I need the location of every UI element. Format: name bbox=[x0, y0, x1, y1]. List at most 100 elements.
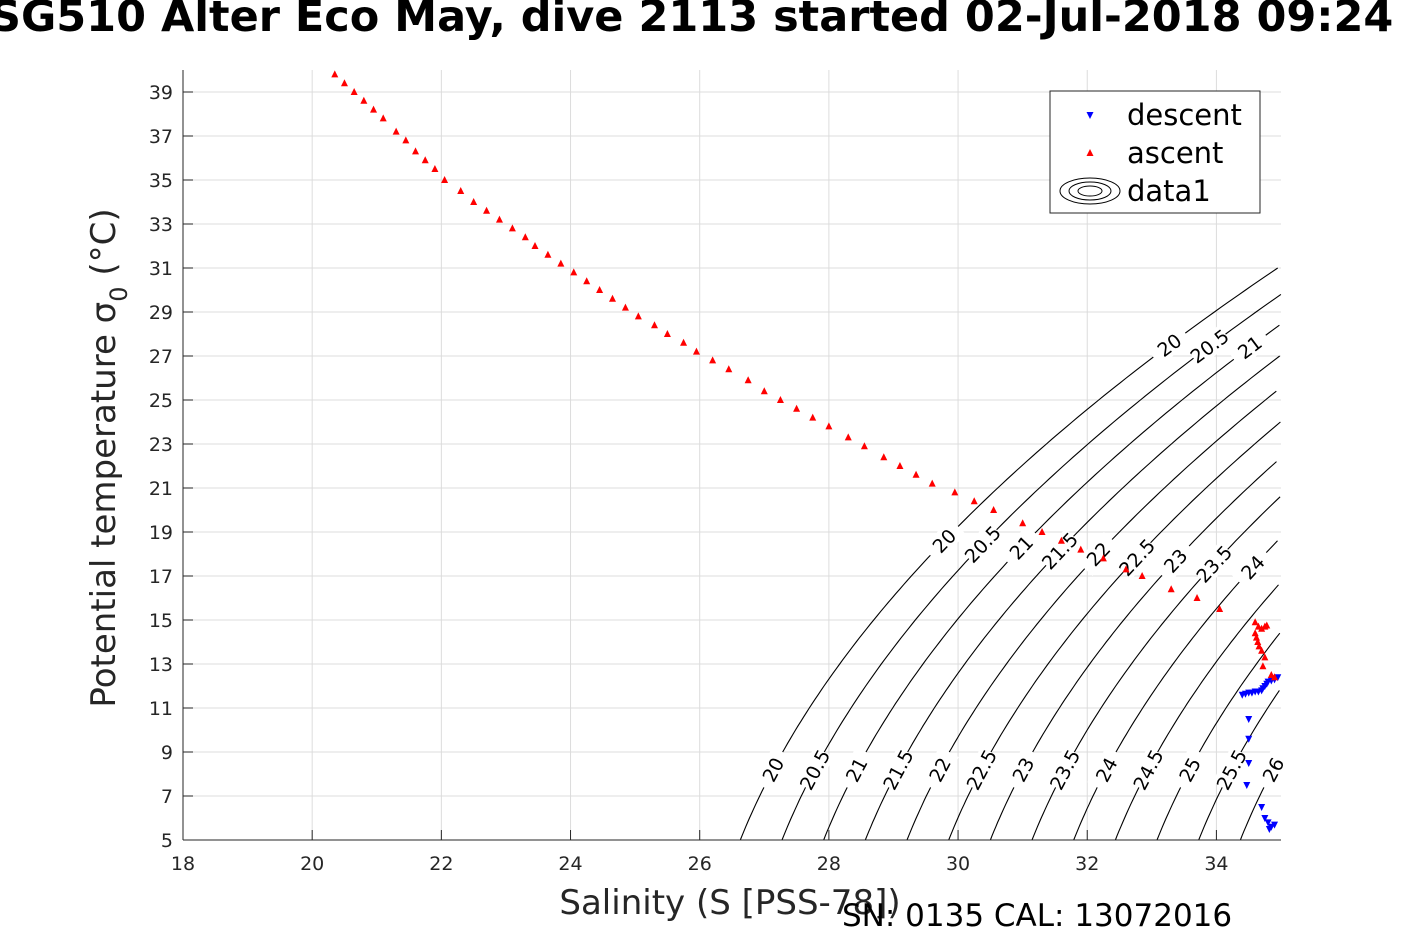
y-axis-label-unit: (°C) bbox=[84, 208, 124, 286]
ascent-point bbox=[340, 79, 348, 87]
y-tick-label: 9 bbox=[161, 742, 173, 764]
x-tick-label: 22 bbox=[429, 853, 453, 875]
contour-label-background bbox=[837, 746, 876, 793]
ascent-point bbox=[760, 387, 768, 395]
y-tick-label: 7 bbox=[161, 786, 173, 808]
ascent-point bbox=[1251, 618, 1259, 626]
contour-label-background bbox=[878, 746, 918, 793]
ascent-point bbox=[1122, 565, 1130, 573]
data-points bbox=[331, 70, 1282, 833]
contour-line bbox=[1114, 584, 1279, 841]
ascent-point bbox=[1167, 585, 1175, 593]
ascent-point bbox=[583, 277, 591, 285]
data1-legend-marker bbox=[1068, 181, 1112, 201]
x-tick-label: 28 bbox=[817, 853, 841, 875]
y-axis-label-main: Potential temperature σ bbox=[84, 302, 124, 708]
contour-label-background bbox=[920, 746, 959, 793]
x-tick-label: 20 bbox=[300, 853, 324, 875]
contour-label-background bbox=[1146, 324, 1192, 366]
ascent-point bbox=[570, 268, 578, 276]
ascent-point bbox=[1258, 646, 1266, 654]
descent-point bbox=[1265, 826, 1273, 833]
ascent-point bbox=[1138, 572, 1146, 579]
y-tick-label: 39 bbox=[149, 82, 173, 104]
contour-label-background bbox=[1076, 531, 1120, 577]
y-tick-label: 19 bbox=[149, 522, 173, 544]
ascent-point bbox=[990, 506, 998, 513]
data1-legend-label: data1 bbox=[1127, 174, 1211, 208]
ascent-point bbox=[1193, 594, 1201, 601]
descent-point bbox=[1243, 782, 1251, 789]
serial-calibration-note: SN: 0135 CAL: 13072016 bbox=[842, 898, 1233, 934]
ascent-point bbox=[692, 347, 700, 355]
contour-label: 20.5 bbox=[1187, 325, 1234, 368]
ascent-point bbox=[1254, 638, 1262, 645]
ascent-point bbox=[350, 88, 358, 95]
ascent-point bbox=[896, 462, 904, 469]
ascent-point bbox=[1252, 633, 1260, 641]
ascent-point bbox=[1216, 605, 1224, 612]
ascent-point bbox=[470, 198, 478, 205]
y-tick-label: 37 bbox=[149, 126, 173, 148]
contour-line bbox=[781, 293, 1282, 841]
descent-point bbox=[1245, 760, 1253, 767]
y-tick-label: 35 bbox=[149, 170, 173, 192]
contour-label-background bbox=[1128, 746, 1168, 793]
ascent-point bbox=[392, 127, 400, 135]
ascent-point bbox=[331, 70, 339, 78]
y-axis-label-subscript: 0 bbox=[105, 286, 133, 301]
legend-box bbox=[1049, 90, 1261, 214]
descent-point bbox=[1261, 815, 1269, 822]
ascent-point bbox=[793, 404, 801, 412]
descent-point bbox=[1258, 804, 1266, 811]
ascent-point bbox=[370, 105, 378, 113]
ascent-point bbox=[431, 165, 439, 172]
ascent-point bbox=[1258, 624, 1266, 632]
x-tick-label: 30 bbox=[946, 853, 970, 875]
contour-label-background bbox=[922, 518, 966, 563]
ascent-point bbox=[521, 233, 529, 241]
ascent-point bbox=[663, 330, 671, 337]
ascent-point bbox=[544, 250, 552, 258]
contour-label-background bbox=[1045, 746, 1084, 793]
ascent-point bbox=[483, 206, 491, 214]
contour-label-background bbox=[1186, 325, 1233, 367]
x-tick-label: 34 bbox=[1204, 853, 1228, 875]
ascent-point bbox=[402, 136, 410, 144]
y-tick-label: 29 bbox=[149, 302, 173, 324]
contour-label: 21.5 bbox=[879, 746, 918, 794]
descent-legend-label: descent bbox=[1127, 98, 1242, 132]
ascent-point bbox=[825, 422, 833, 430]
y-tick-label: 21 bbox=[149, 478, 173, 500]
ascent-point bbox=[1077, 545, 1085, 553]
contour-label-background bbox=[1087, 746, 1126, 793]
contour-label-background bbox=[1253, 746, 1293, 793]
ascent-point bbox=[776, 396, 784, 403]
x-tick-label: 18 bbox=[171, 853, 195, 875]
ascent-point bbox=[1263, 621, 1271, 629]
ascent-point bbox=[379, 114, 387, 122]
ascent-point bbox=[844, 433, 852, 441]
y-tick-label: 5 bbox=[161, 830, 173, 852]
ascent-legend-label: ascent bbox=[1127, 136, 1223, 170]
axes: 18 20 22 24 26 28 30 32 34 5 7 9 11 13 15 17 19 21 23 25 27 2… bbox=[149, 70, 1281, 875]
contour-line bbox=[1156, 632, 1281, 841]
data1-legend-marker bbox=[1059, 177, 1121, 205]
contour-label: 22.5 bbox=[963, 746, 1002, 794]
ascent-point bbox=[650, 321, 658, 329]
y-tick-label: 31 bbox=[149, 258, 173, 280]
ascent-point bbox=[725, 365, 733, 373]
contour-label: 23.5 bbox=[1046, 746, 1085, 794]
chart-title: SG510 Alter Eco May, dive 2113 started 0… bbox=[0, 0, 1394, 42]
data1-legend-marker bbox=[1077, 185, 1103, 197]
density-contour-labels: 20 20.5 21 21.5 22 22.5 23 23.5 24 24.5 25 25.5 2620… bbox=[753, 324, 1293, 794]
ascent-point bbox=[621, 303, 629, 311]
y-tick-label: 11 bbox=[149, 698, 173, 720]
y-tick-label: 27 bbox=[149, 346, 173, 368]
ascent-point bbox=[531, 242, 539, 249]
ascent-point bbox=[457, 187, 465, 194]
ascent-point bbox=[912, 470, 920, 478]
descent-legend-marker bbox=[1086, 112, 1094, 119]
descent-point bbox=[1274, 674, 1282, 682]
